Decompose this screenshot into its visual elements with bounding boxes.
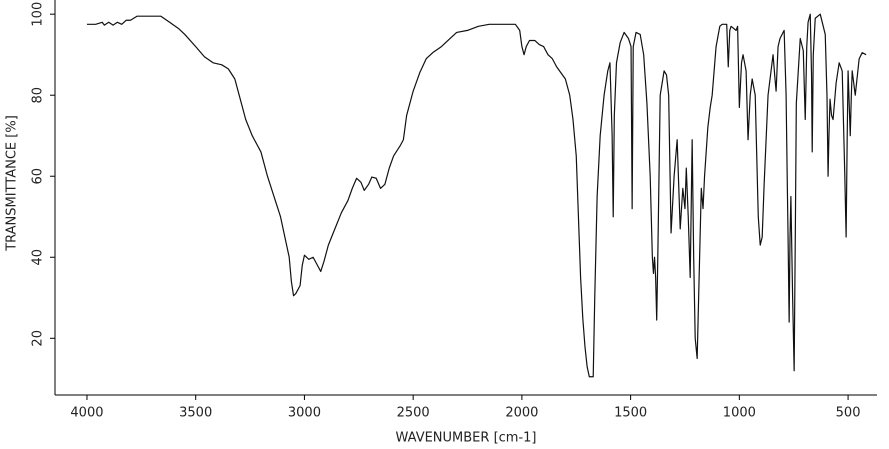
x-tick-label: 1000 [723,406,756,421]
x-tick-label: 500 [836,406,861,421]
x-tick-label: 2000 [505,406,538,421]
x-axis-title: WAVENUMBER [cm-1] [396,431,537,446]
y-axis-title: TRANSMITTANCE [%] [5,115,20,252]
y-tick-label: 40 [31,249,46,266]
x-tick-label: 1500 [614,406,647,421]
x-tick-label: 3000 [288,406,321,421]
y-tick-label: 20 [31,330,46,347]
x-tick-label: 3500 [179,406,212,421]
y-tick-label: 60 [31,168,46,185]
y-tick-label: 80 [31,87,46,104]
spectrum-line [86,13,867,378]
x-tick-label: 4000 [70,406,103,421]
x-tick-label: 2500 [397,406,430,421]
y-tick-label: 100 [31,2,46,27]
